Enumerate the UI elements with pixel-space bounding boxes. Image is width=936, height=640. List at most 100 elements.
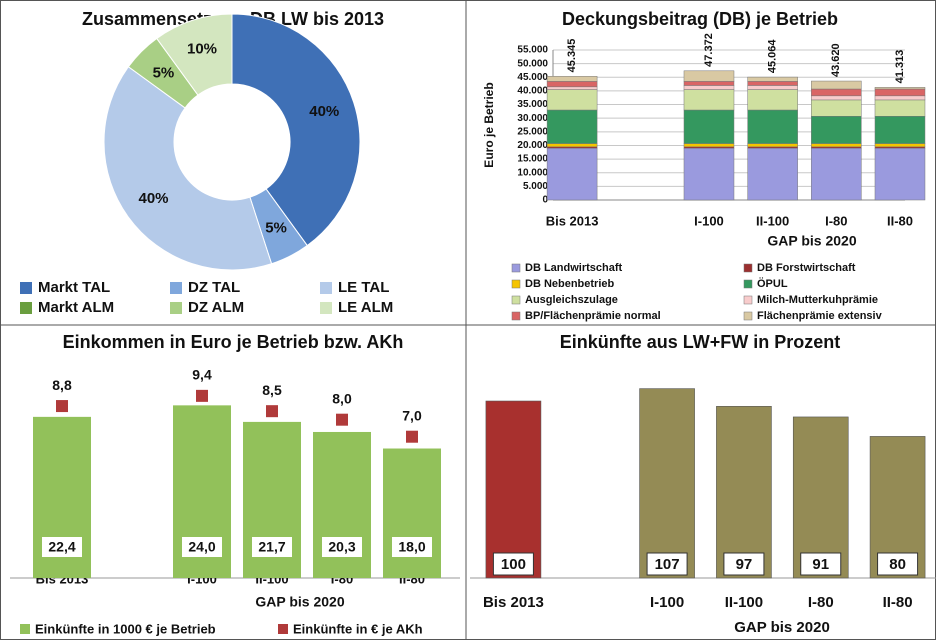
bar-segment bbox=[874, 99, 926, 117]
bar-segment bbox=[811, 143, 862, 148]
chart-title: Einkommen in Euro je Betrieb bzw. AKh bbox=[63, 332, 404, 352]
y-tick-label: 45.000 bbox=[517, 72, 548, 83]
data-label: 100 bbox=[501, 556, 526, 573]
data-label: 8,0 bbox=[332, 390, 352, 406]
data-label: 40% bbox=[139, 190, 169, 207]
donut-segment bbox=[103, 66, 273, 271]
legend-label: Einkünfte in € je AKh bbox=[293, 621, 423, 636]
legend-label: LE ALM bbox=[338, 299, 393, 316]
legend-label: BP/Flächenprämie normal bbox=[525, 310, 661, 322]
y-tick-label: 30.000 bbox=[517, 113, 548, 124]
x-tick-label: II-100 bbox=[756, 213, 789, 228]
x-axis-label: GAP bis 2020 bbox=[255, 594, 344, 610]
data-label: 97 bbox=[736, 556, 753, 573]
bar-segment bbox=[546, 89, 598, 111]
y-tick-label: 40.000 bbox=[517, 86, 548, 97]
data-label: 18,0 bbox=[398, 539, 425, 555]
legend-label: DB Forstwirtschaft bbox=[757, 262, 856, 274]
total-label: 41.313 bbox=[894, 50, 906, 84]
data-label: 22,4 bbox=[48, 539, 75, 555]
legend-label: ÖPUL bbox=[757, 277, 788, 290]
x-tick-label: II-80 bbox=[887, 213, 913, 228]
label-box bbox=[646, 552, 688, 576]
bar bbox=[383, 448, 441, 578]
label-box bbox=[392, 537, 432, 557]
legend-label: DB Landwirtschaft bbox=[525, 262, 623, 274]
legend-label: Markt TAL bbox=[38, 279, 110, 296]
bar-segment bbox=[747, 89, 798, 111]
bar-segment bbox=[747, 76, 798, 82]
legend-swatch bbox=[320, 302, 332, 314]
bar-segment bbox=[811, 95, 862, 101]
bar-segment bbox=[811, 147, 862, 201]
x-tick-label: II-100 bbox=[725, 594, 763, 611]
label-box bbox=[322, 537, 362, 557]
chart-title: Deckungsbeitrag (DB) je Betrieb bbox=[562, 9, 838, 29]
y-tick-label: 25.000 bbox=[517, 126, 548, 137]
legend-label: Milch-Mutterkuhprämie bbox=[757, 294, 878, 306]
data-label: 107 bbox=[655, 556, 680, 573]
label-box bbox=[800, 552, 842, 576]
marker bbox=[56, 400, 68, 413]
marker bbox=[336, 413, 348, 426]
bar-segment bbox=[683, 109, 735, 144]
bar-segment bbox=[546, 147, 598, 201]
legend-swatch bbox=[20, 302, 32, 314]
legend-swatch bbox=[511, 279, 521, 289]
donut-segment bbox=[231, 13, 361, 247]
legend-swatch bbox=[278, 624, 288, 634]
bar bbox=[639, 388, 695, 579]
bar-segment bbox=[683, 89, 735, 111]
y-tick-label: 15.000 bbox=[517, 154, 548, 165]
label-box bbox=[42, 537, 82, 557]
bar-segment bbox=[747, 109, 798, 144]
bar-segment bbox=[874, 87, 926, 90]
legend-swatch bbox=[170, 282, 182, 294]
donut-segment bbox=[156, 13, 233, 96]
bar-segment bbox=[683, 70, 735, 82]
y-tick-label: 10.000 bbox=[517, 167, 548, 178]
y-tick-label: 55.000 bbox=[517, 45, 548, 56]
legend-swatch bbox=[320, 282, 332, 294]
total-label: 45.345 bbox=[566, 39, 578, 73]
bar-segment bbox=[683, 143, 735, 148]
x-tick-label: Bis 2013 bbox=[546, 213, 599, 228]
bar-segment bbox=[546, 81, 598, 88]
bar-segment bbox=[811, 88, 862, 97]
data-label: 7,0 bbox=[402, 407, 422, 423]
legend-label: Einkünfte in 1000 € je Betrieb bbox=[35, 621, 216, 636]
x-tick-label: I-100 bbox=[694, 213, 724, 228]
data-label: 20,3 bbox=[328, 539, 355, 555]
total-label: 45.064 bbox=[767, 39, 779, 74]
data-label: 9,4 bbox=[192, 367, 212, 383]
legend-swatch bbox=[743, 279, 753, 289]
chart-title: Einkünfte aus LW+FW in Prozent bbox=[560, 332, 841, 352]
bar-segment bbox=[546, 76, 598, 82]
bar bbox=[485, 400, 542, 579]
label-box bbox=[723, 552, 765, 576]
bar-segment bbox=[546, 109, 598, 144]
x-tick-label: I-80 bbox=[825, 213, 847, 228]
legend-label: DZ TAL bbox=[188, 279, 240, 296]
bar-segment bbox=[546, 143, 598, 148]
y-tick-label: 35.000 bbox=[517, 99, 548, 110]
bar-segment bbox=[811, 80, 862, 90]
y-tick-label: 20.000 bbox=[517, 140, 548, 151]
bar-segment bbox=[747, 147, 798, 201]
total-label: 47.372 bbox=[703, 33, 715, 67]
bar-segment bbox=[874, 95, 926, 101]
bar-segment bbox=[874, 143, 926, 148]
x-axis-label: GAP bis 2020 bbox=[734, 619, 830, 636]
bar-segment bbox=[874, 147, 926, 201]
bar-segment bbox=[683, 81, 735, 86]
marker bbox=[266, 405, 278, 418]
x-tick-label: Bis 2013 bbox=[483, 594, 544, 611]
data-label: 80 bbox=[889, 556, 906, 573]
legend-label: DZ ALM bbox=[188, 299, 244, 316]
legend-swatch bbox=[511, 295, 521, 305]
data-label: 5% bbox=[153, 64, 175, 81]
bar-segment bbox=[747, 81, 798, 86]
marker bbox=[406, 430, 418, 443]
bar bbox=[716, 406, 772, 579]
data-label: 21,7 bbox=[258, 539, 285, 555]
